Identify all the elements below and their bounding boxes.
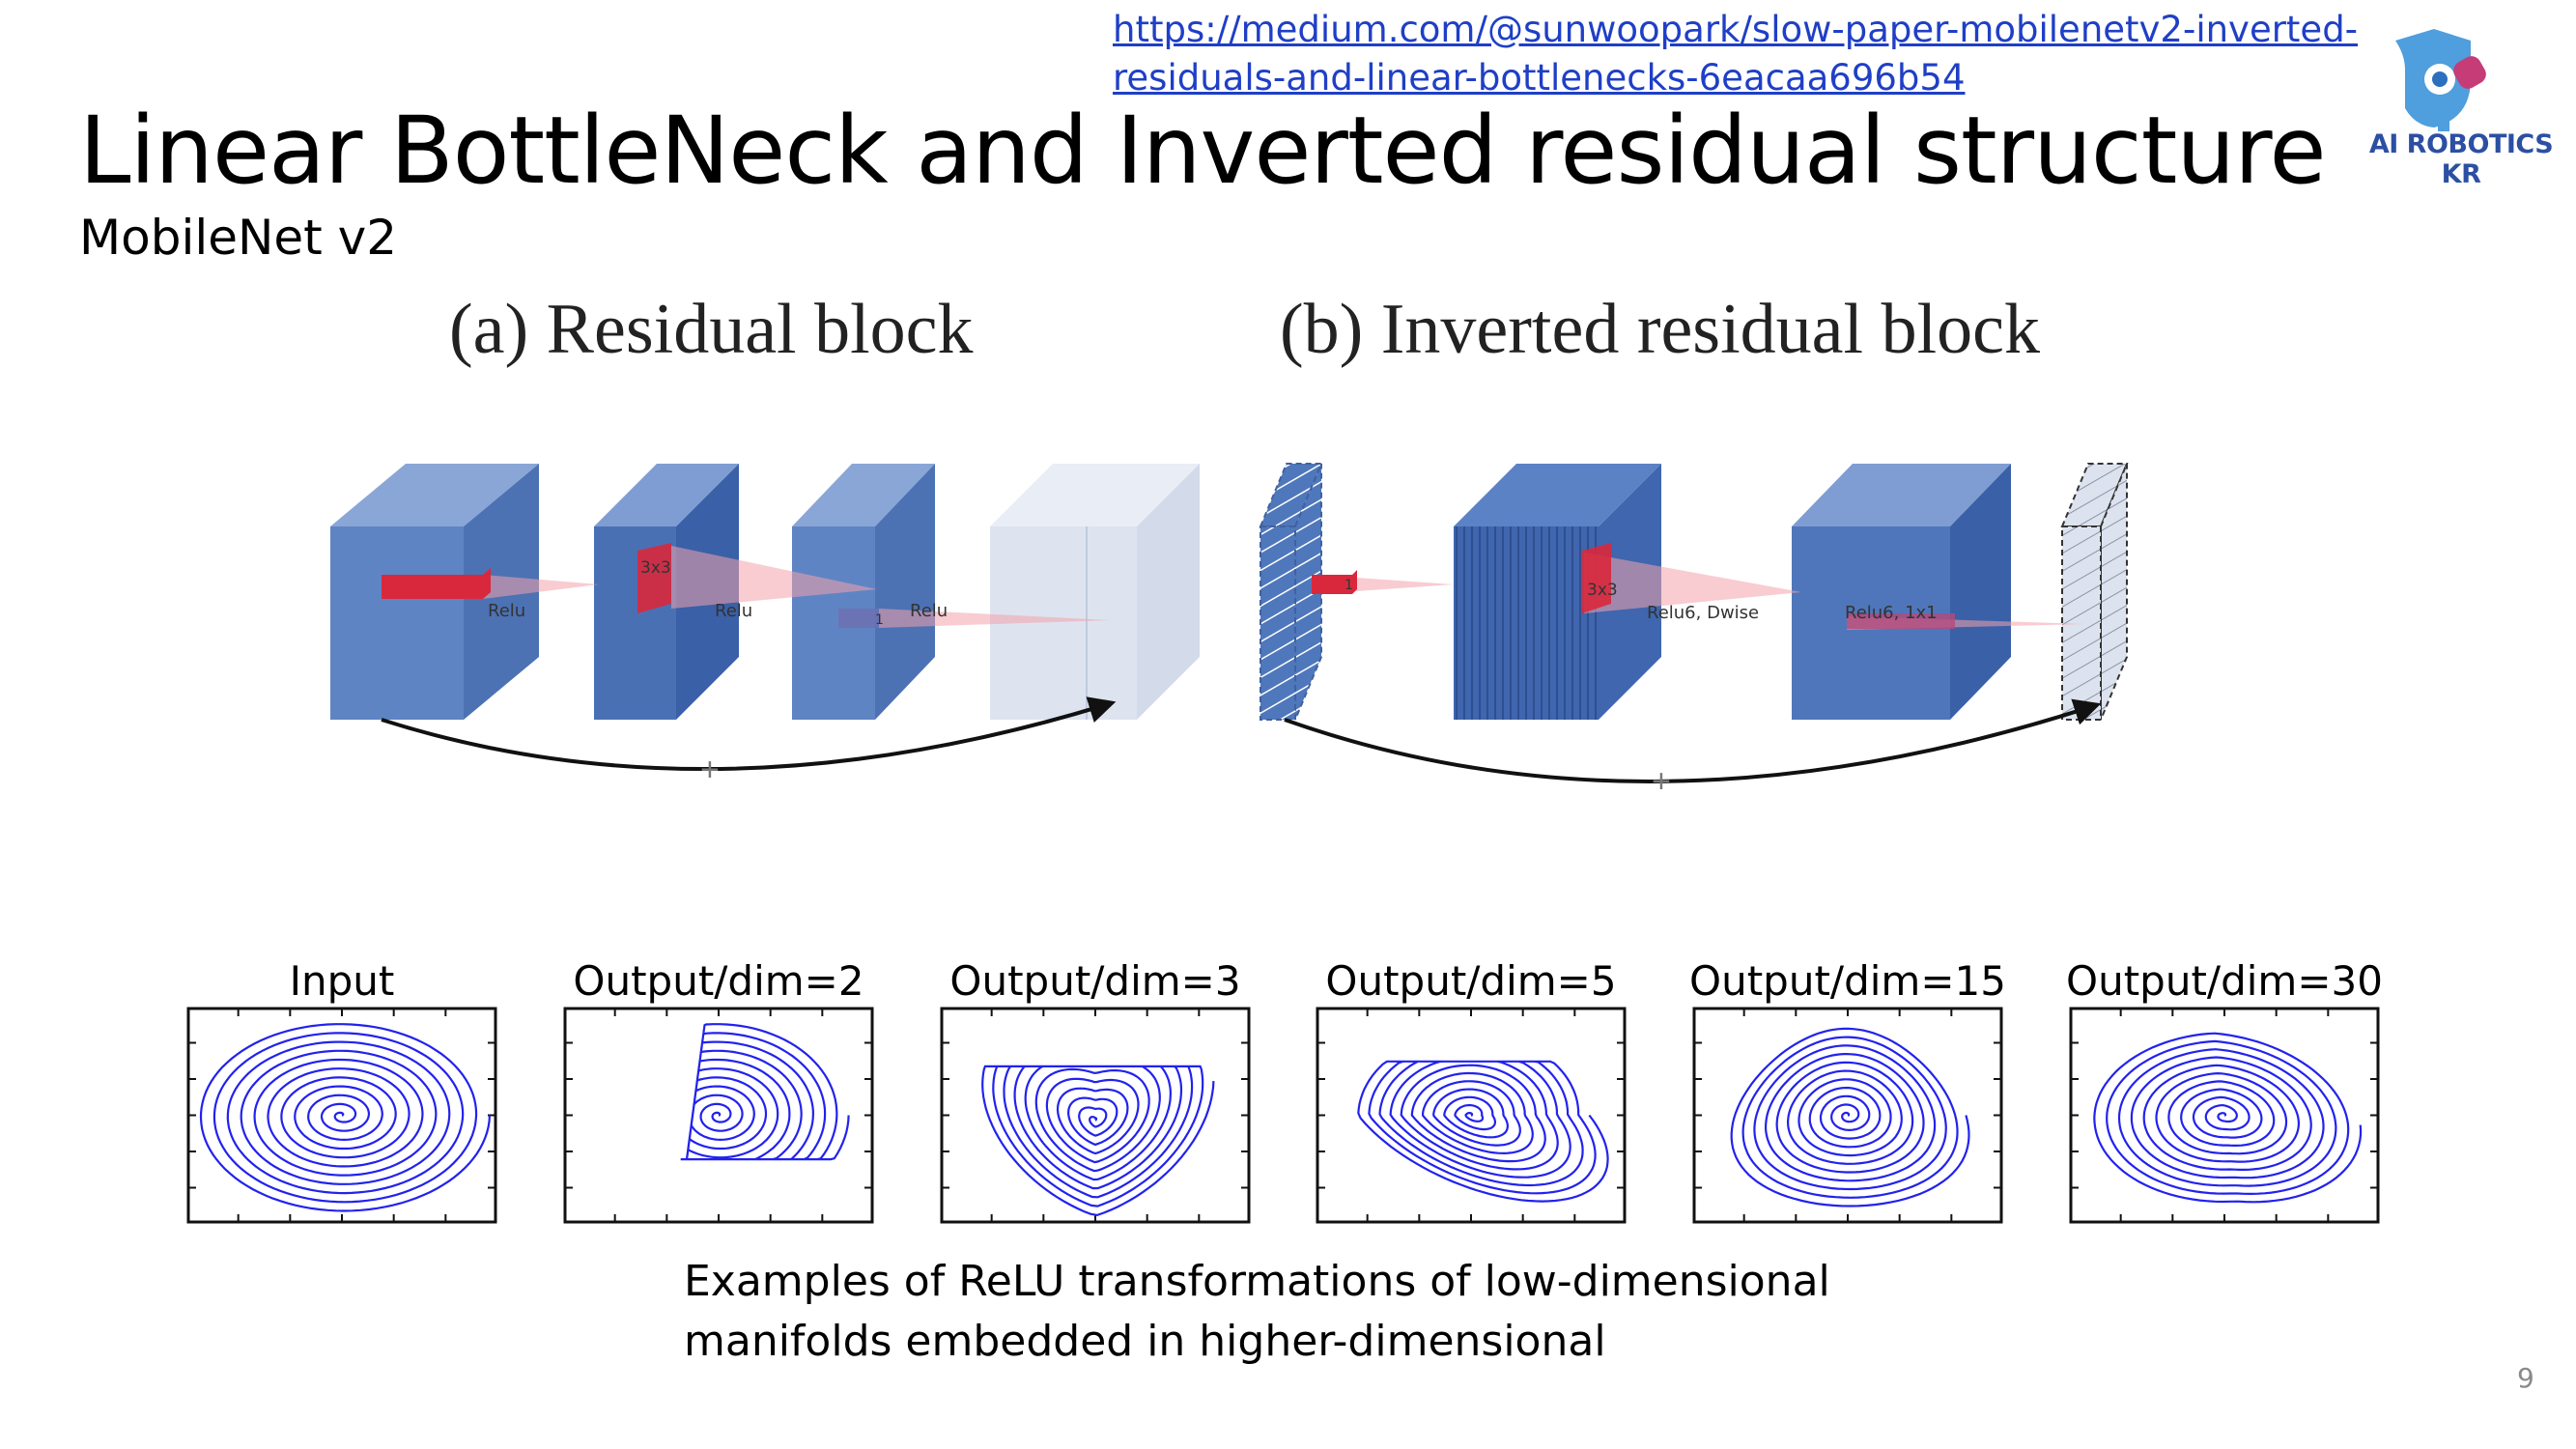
manifold-plot xyxy=(563,1007,874,1224)
plot-title: Output/dim=15 xyxy=(1689,957,2006,1005)
spiral-curve xyxy=(1730,1027,1970,1208)
block-b1 xyxy=(1259,463,1323,721)
manifold-plot xyxy=(940,1007,1251,1224)
slide-title: Linear BottleNeck and Inverted residual … xyxy=(79,97,2327,205)
block-b3 xyxy=(1792,464,2011,720)
ai-robotics-logo xyxy=(2395,29,2486,131)
spiral-curve xyxy=(2093,1032,2363,1204)
plot-title: Output/dim=5 xyxy=(1325,957,1617,1005)
label-a-relu3: Relu xyxy=(910,601,948,621)
skip-connection-a xyxy=(381,696,1117,772)
kernel-b2 xyxy=(1582,543,1611,613)
slide-subtitle: MobileNet v2 xyxy=(79,210,398,266)
plus-a: + xyxy=(700,752,720,788)
page-number: 9 xyxy=(2517,1362,2534,1394)
label-a-3x3: 3x3 xyxy=(640,558,671,578)
label-b-3x3: 3x3 xyxy=(1587,581,1618,600)
block-a4 xyxy=(990,464,1200,720)
plot-title: Input xyxy=(289,957,395,1005)
residual-blocks-figure: (a) Residual block (b) Inverted residual… xyxy=(330,290,2129,800)
plot-title: Output/dim=3 xyxy=(949,957,1241,1005)
spiral-curve xyxy=(1357,1060,1609,1203)
label-a-1: 1 xyxy=(875,612,884,628)
kernel-a2 xyxy=(637,543,671,613)
manifold-plot xyxy=(1692,1007,2003,1224)
source-link[interactable]: https://medium.com/@sunwoopark/slow-pape… xyxy=(1113,9,2359,99)
figure-b-title: (b) Inverted residual block xyxy=(1280,290,2040,369)
manifold-plot xyxy=(186,1007,497,1224)
kernel-b3 xyxy=(1847,613,1955,629)
figure-caption: Examples of ReLU transformations of low-… xyxy=(684,1257,1830,1366)
manifold-plot xyxy=(1316,1007,1627,1224)
label-b-relu6-dwise: Relu6, Dwise xyxy=(1647,603,1759,623)
kernel-b1 xyxy=(1312,570,1357,594)
plus-b: + xyxy=(1652,763,1671,800)
skip-connection-b xyxy=(1284,698,2102,783)
plot-title: Output/dim=30 xyxy=(2066,957,2383,1005)
label-b-1: 1 xyxy=(1345,578,1353,593)
block-b4 xyxy=(2060,463,2129,721)
label-a-relu2: Relu xyxy=(715,601,752,621)
plot-title: Output/dim=2 xyxy=(573,957,864,1005)
plot-frame xyxy=(940,1007,1251,1224)
spiral-curve xyxy=(981,1065,1215,1217)
logo-text: AI ROBOTICS KR xyxy=(2368,129,2554,189)
label-a-relu1: Relu xyxy=(488,601,525,621)
kernel-a1 xyxy=(382,568,491,599)
kernel-a3 xyxy=(838,609,879,628)
spiral-curve xyxy=(199,1023,491,1212)
spiral-curve xyxy=(680,1023,850,1161)
figure-a-title: (a) Residual block xyxy=(449,290,974,369)
manifold-plot xyxy=(2069,1007,2380,1224)
block-a1 xyxy=(330,464,539,720)
label-b-relu6-1x1: Relu6, 1x1 xyxy=(1845,603,1938,623)
